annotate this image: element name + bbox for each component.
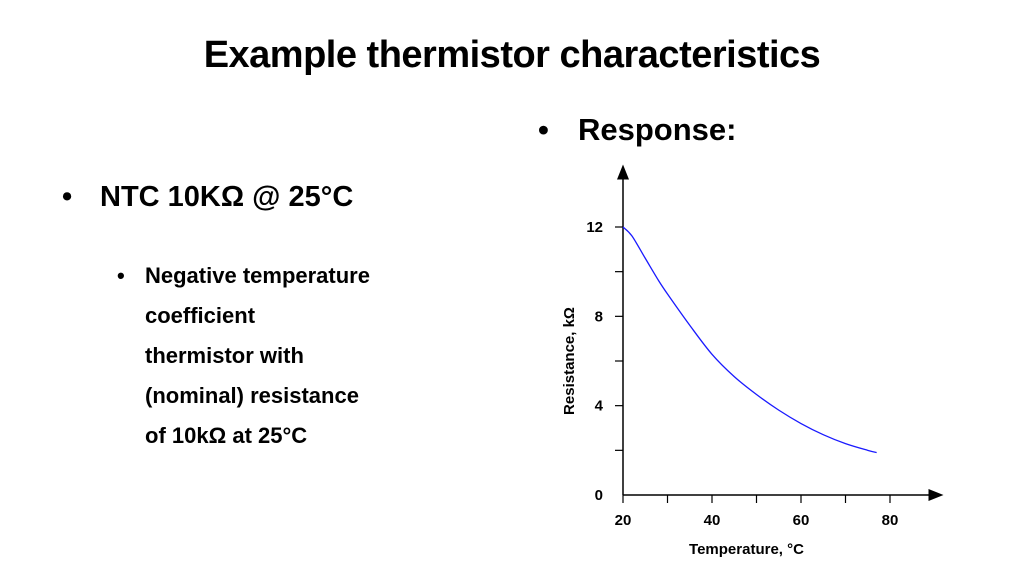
ntc-bullet: • NTC 10KΩ @ 25°C	[62, 181, 353, 214]
description-line: of 10kΩ at 25°C	[145, 423, 308, 448]
description-text: Negative temperature coefficient thermis…	[145, 256, 370, 456]
y-tick-label: 12	[586, 219, 603, 236]
slide-title: Example thermistor characteristics	[203, 34, 821, 76]
y-tick-label: 4	[595, 398, 604, 415]
x-tick-label: 40	[704, 512, 721, 529]
response-label: Response:	[578, 112, 737, 147]
resistance-curve	[622, 226, 877, 454]
bullet-dot: •	[62, 181, 73, 213]
x-tick-label: 20	[615, 512, 632, 529]
description-line: Negative temperature	[145, 263, 370, 288]
x-axis-title: Temperature, °C	[689, 541, 804, 558]
description-bullet: • Negative temperature coefficient therm…	[117, 256, 370, 456]
description-line: (nominal) resistance	[145, 383, 359, 408]
response-bullet: • Response:	[538, 112, 736, 148]
y-tick-label: 0	[595, 487, 603, 504]
bullet-dot: •	[117, 263, 125, 288]
description-line: coefficient	[145, 303, 256, 328]
x-tick-label: 60	[793, 512, 810, 529]
ntc-label: NTC 10KΩ @ 25°C	[100, 181, 354, 213]
y-tick-label: 8	[595, 308, 603, 325]
x-tick-label: 80	[882, 512, 899, 529]
description-line: thermistor with	[145, 343, 304, 368]
bullet-dot: •	[538, 112, 549, 147]
resistance-temperature-chart: 20 40 60 80 0 4 8 12 Temperature, °C Resistance, …	[561, 164, 944, 558]
y-axis-title: Resistance, kΩ	[561, 307, 578, 415]
